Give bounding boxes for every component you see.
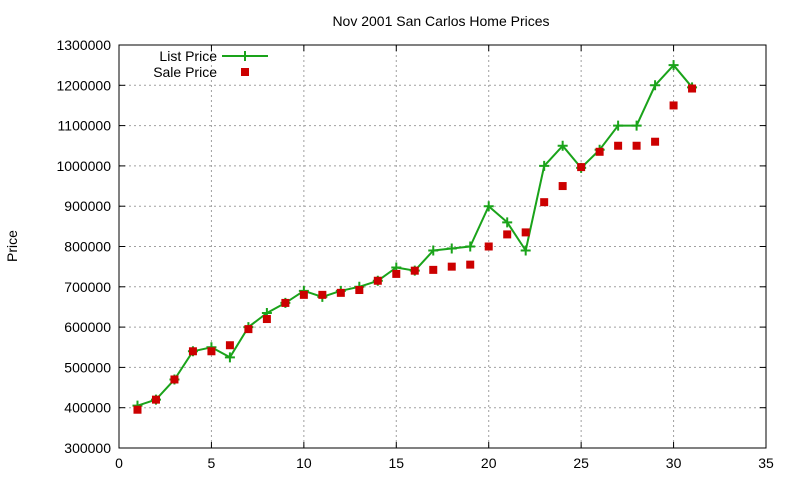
x-tick-label: 10 <box>296 455 312 471</box>
x-tick-label: 25 <box>573 455 589 471</box>
data-point <box>595 147 604 156</box>
x-tick-label: 15 <box>388 455 404 471</box>
data-point <box>632 141 641 150</box>
data-point <box>669 101 678 110</box>
legend-label: List Price <box>159 48 217 64</box>
y-axis-label: Price <box>4 230 20 262</box>
data-point <box>688 84 697 93</box>
series-group <box>132 60 698 414</box>
legend-marker <box>240 51 250 61</box>
data-point <box>520 245 531 256</box>
data-point <box>668 60 679 71</box>
data-point <box>631 120 642 131</box>
y-tick-label: 1000000 <box>56 158 111 174</box>
plot-area-border <box>118 44 767 449</box>
data-point <box>299 290 308 299</box>
data-point <box>502 217 513 228</box>
data-point <box>207 347 216 356</box>
data-point <box>521 228 530 237</box>
data-point <box>281 298 290 307</box>
x-tick-label: 0 <box>115 455 123 471</box>
data-point <box>614 141 623 150</box>
data-point <box>225 341 234 350</box>
data-point <box>244 325 253 334</box>
data-point <box>429 265 438 274</box>
data-point <box>336 288 345 297</box>
data-point <box>392 269 401 278</box>
y-tick-label: 800000 <box>64 239 111 255</box>
data-point <box>577 163 586 172</box>
y-tick-label: 300000 <box>64 440 111 456</box>
data-point <box>503 230 512 239</box>
y-tick-label: 1100000 <box>58 118 112 134</box>
data-point <box>466 260 475 269</box>
y-tick-label: 600000 <box>64 319 111 335</box>
data-point <box>483 201 494 212</box>
data-point <box>373 276 382 285</box>
data-point <box>557 140 568 151</box>
data-point <box>539 160 550 171</box>
series-list-price <box>132 60 698 411</box>
data-point <box>133 405 142 414</box>
legend-label: Sale Price <box>153 64 217 80</box>
grid <box>119 45 766 448</box>
data-point <box>613 120 624 131</box>
data-point <box>558 182 567 191</box>
y-tick-label: 400000 <box>64 400 111 416</box>
series-line <box>137 64 693 407</box>
axis-ticks: 300000 400000 500000 600000 700000 800000 9000… <box>56 37 774 471</box>
data-point <box>188 347 197 356</box>
data-point <box>355 286 364 295</box>
data-point <box>446 243 457 254</box>
data-point <box>540 198 549 207</box>
data-point <box>650 80 661 91</box>
data-point <box>262 315 271 324</box>
series-sale-price <box>133 84 697 414</box>
y-tick-label: 700000 <box>64 279 111 295</box>
legend-marker <box>241 68 249 76</box>
data-point <box>410 266 419 275</box>
y-tick-label: 500000 <box>64 359 111 375</box>
y-tick-label: 1200000 <box>56 77 111 93</box>
chart-title: Nov 2001 San Carlos Home Prices <box>332 13 549 29</box>
data-point <box>318 290 327 299</box>
y-tick-label: 900000 <box>64 198 111 214</box>
data-point <box>151 395 160 404</box>
x-tick-label: 20 <box>481 455 497 471</box>
data-point <box>651 137 660 146</box>
x-tick-label: 35 <box>758 455 774 471</box>
y-tick-label: 1300000 <box>56 37 111 53</box>
data-point <box>465 241 476 252</box>
data-point <box>224 352 235 363</box>
x-tick-label: 5 <box>208 455 216 471</box>
data-point <box>170 375 179 384</box>
data-point <box>428 245 439 256</box>
data-point <box>447 262 456 271</box>
data-point <box>484 242 493 251</box>
x-tick-label: 30 <box>666 455 682 471</box>
